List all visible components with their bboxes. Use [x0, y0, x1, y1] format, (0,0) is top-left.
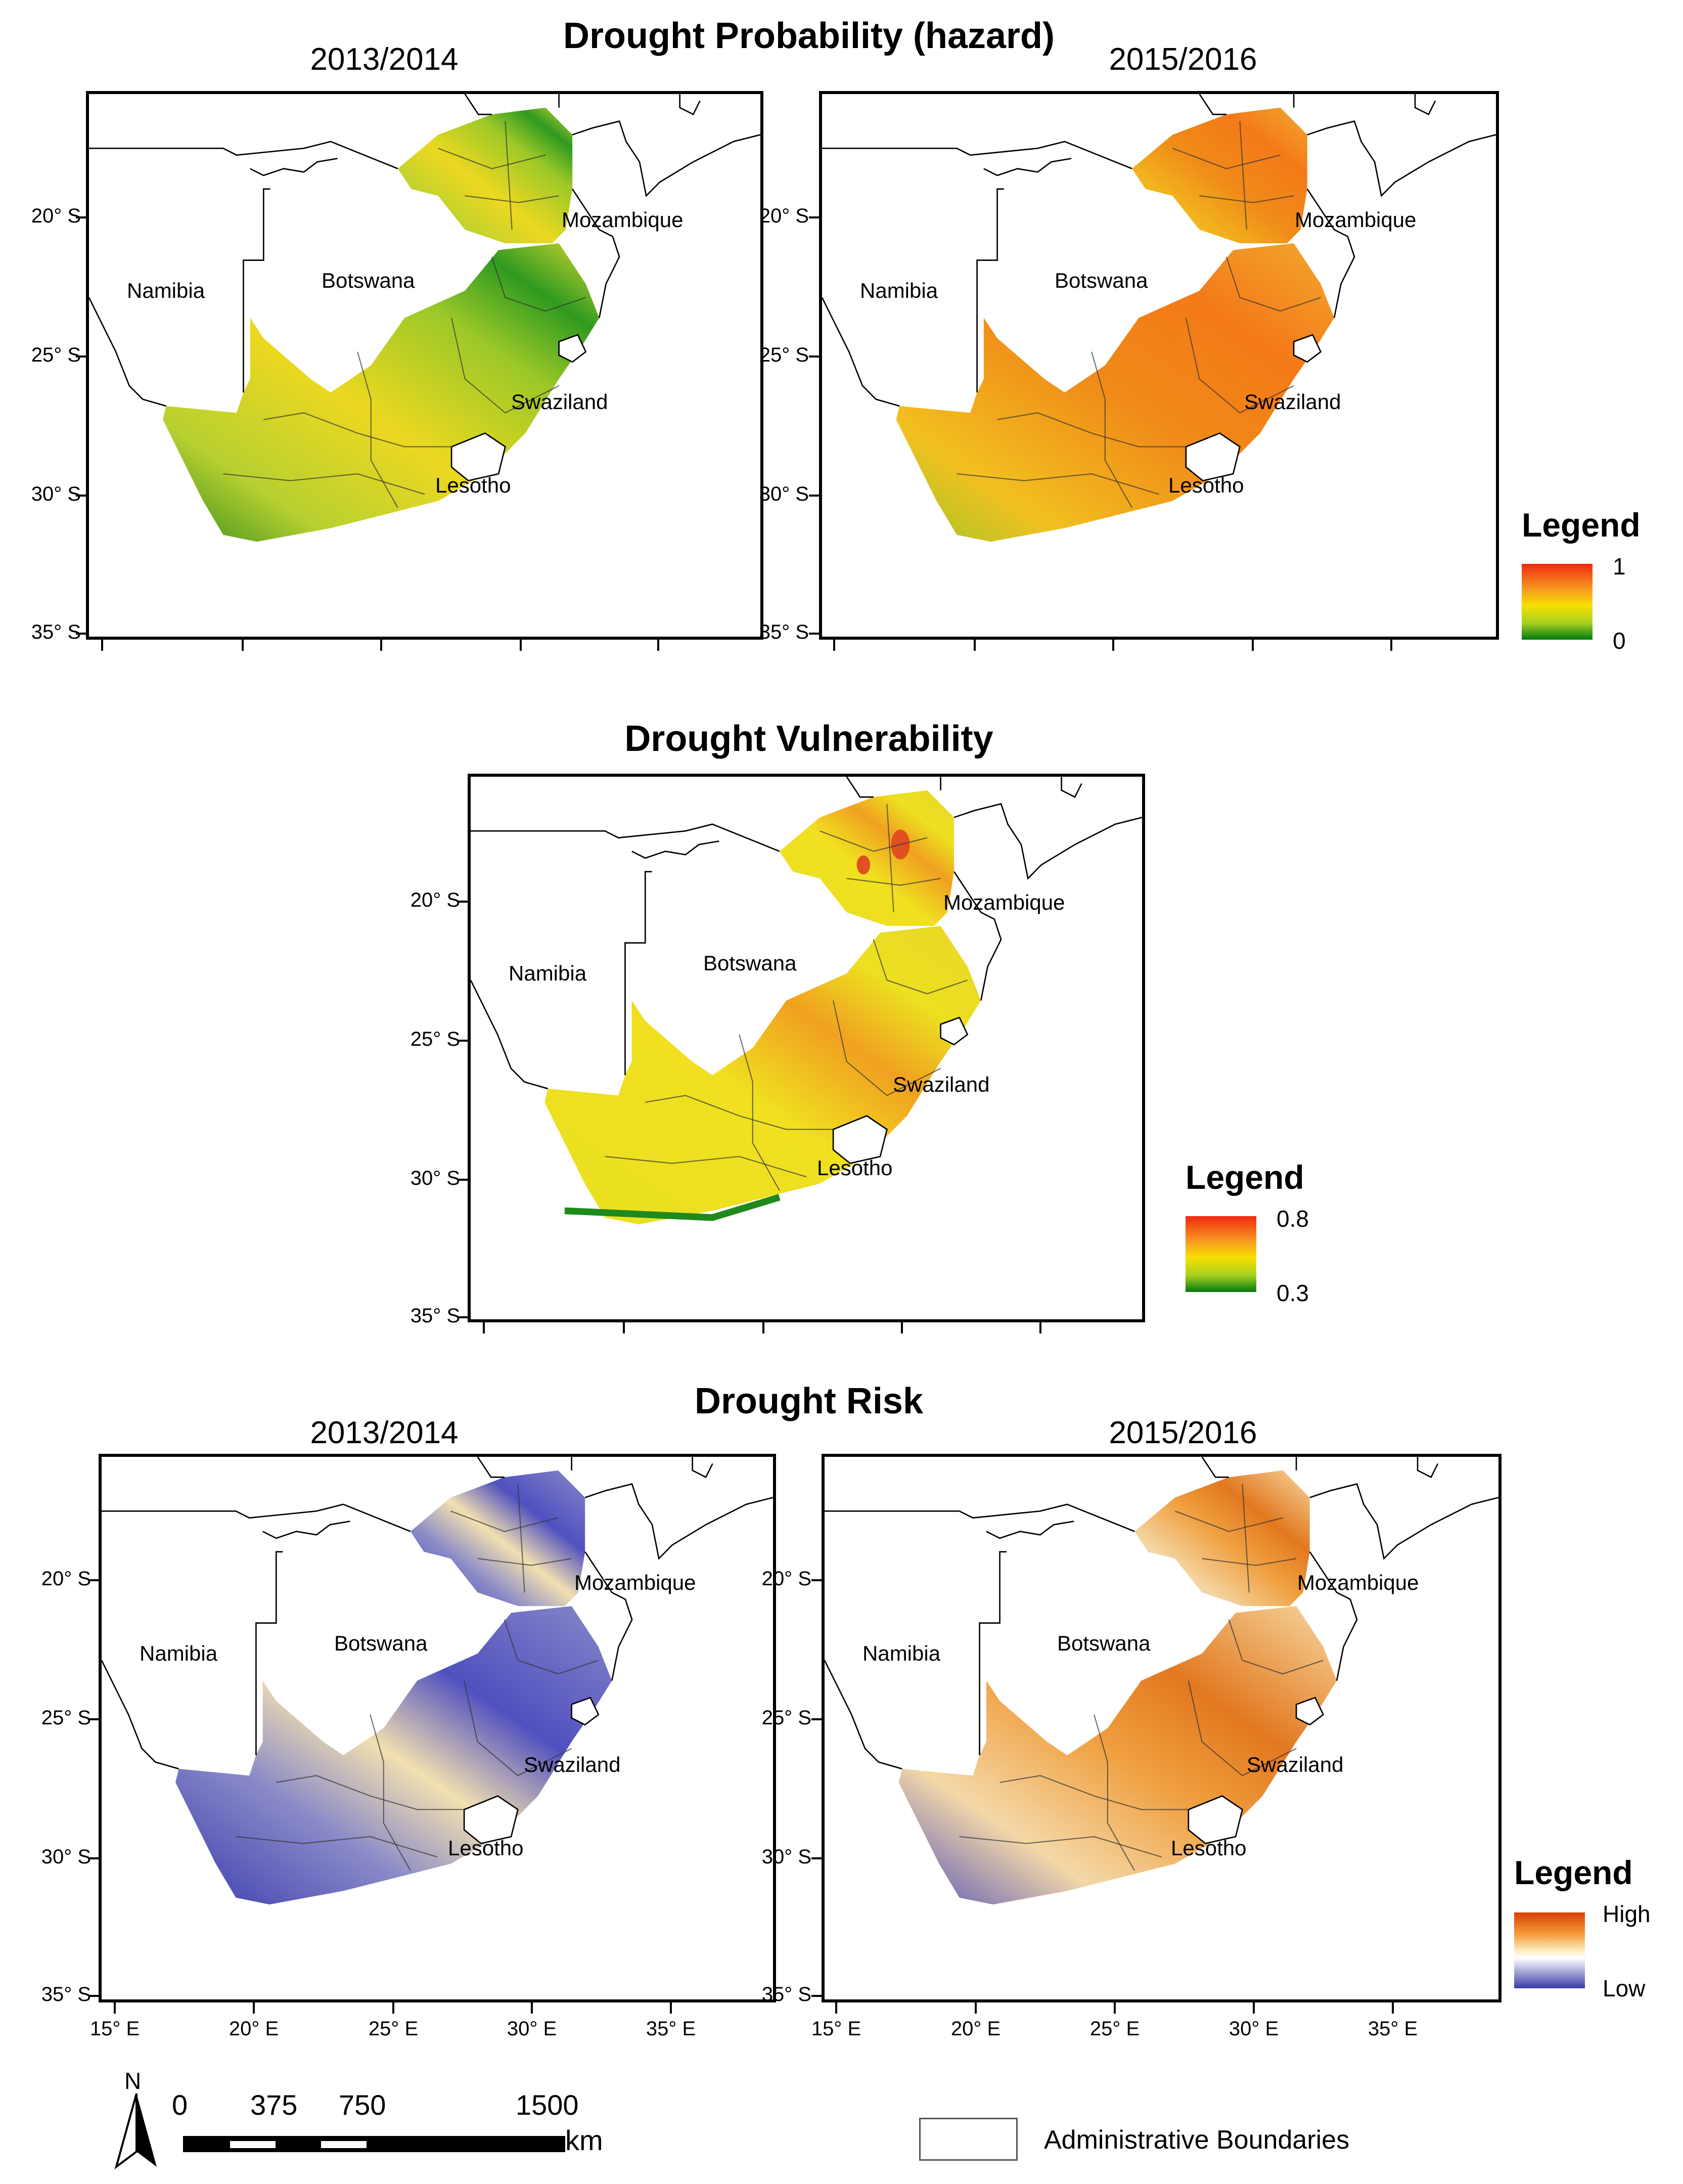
north-arrow-icon [114, 2093, 157, 2169]
lat-label: 30° S [41, 1846, 91, 1868]
hazard-legend-title: Legend [1522, 506, 1641, 544]
risk-map-2013-2014: Namibia Botswana Mozambique Swaziland Le… [99, 1454, 776, 2002]
lon-label: 15° E [811, 2018, 861, 2040]
risk-panel-title-2: 2015/2016 [1109, 1415, 1257, 1450]
lat-label: 20° S [31, 205, 81, 227]
lat-label: 35° S [410, 1305, 460, 1327]
label-swaziland: Swaziland [893, 1073, 990, 1096]
lat-label: 35° S [761, 1983, 811, 2005]
hazard-panel-title-1: 2013/2014 [310, 42, 459, 77]
risk-legend-min: Low [1603, 1975, 1646, 2001]
lat-label: 35° S [759, 621, 809, 643]
hazard-section-title: Drought Probability (hazard) [563, 16, 1055, 56]
lon-label: 35° E [1368, 2018, 1418, 2040]
vulnerability-legend-min: 0.3 [1277, 1280, 1309, 1306]
risk-legend-title: Legend [1514, 1854, 1633, 1891]
vulnerability-map: Namibia Botswana Mozambique Swaziland Le… [468, 774, 1145, 1322]
lat-label: 25° S [410, 1028, 460, 1050]
admin-boundary-swatch [919, 2118, 1018, 2161]
lat-label: 25° S [759, 344, 809, 366]
lat-label: 20° S [761, 1568, 811, 1590]
risk-panel-title-1: 2013/2014 [310, 1415, 459, 1450]
vulnerability-section-title: Drought Vulnerability [624, 719, 993, 759]
lon-label: 25° E [368, 2018, 419, 2040]
label-botswana: Botswana [334, 1631, 428, 1655]
lat-label: 20° S [410, 889, 460, 911]
lat-label: 30° S [31, 483, 81, 505]
lat-label: 35° S [41, 1983, 91, 2005]
lat-label: 20° S [41, 1568, 91, 1590]
lat-label: 30° S [759, 483, 809, 505]
lon-label: 20° E [950, 2018, 1001, 2040]
vulnerability-legend-max: 0.8 [1277, 1206, 1309, 1232]
label-mozambique: Mozambique [562, 208, 684, 232]
scale-mark-375: 375 [250, 2089, 298, 2121]
label-namibia: Namibia [860, 279, 938, 302]
label-botswana: Botswana [703, 951, 797, 975]
label-lesotho: Lesotho [817, 1156, 893, 1180]
lat-label: 30° S [410, 1167, 460, 1189]
lat-label: 35° S [31, 621, 81, 643]
lat-label: 20° S [759, 205, 809, 227]
label-mozambique: Mozambique [1297, 1571, 1419, 1594]
label-mozambique: Mozambique [1295, 208, 1417, 232]
label-lesotho: Lesotho [435, 473, 511, 497]
scale-mark-0: 0 [172, 2089, 188, 2121]
lon-label: 25° E [1089, 2018, 1140, 2040]
label-botswana: Botswana [1057, 1631, 1151, 1655]
label-mozambique: Mozambique [574, 1571, 696, 1594]
lat-label: 25° S [761, 1707, 811, 1729]
label-botswana: Botswana [322, 269, 415, 292]
lon-label: 20° E [229, 2018, 279, 2040]
lat-label: 30° S [761, 1846, 811, 1868]
lon-label: 35° E [646, 2018, 696, 2040]
scale-unit: km [565, 2124, 603, 2156]
hazard-panel-title-2: 2015/2016 [1109, 42, 1257, 77]
scale-mark-750: 750 [339, 2089, 386, 2121]
label-botswana: Botswana [1055, 269, 1148, 292]
label-mozambique: Mozambique [943, 890, 1065, 914]
lat-label: 25° S [41, 1707, 91, 1729]
hazard-map-2013-2014: Namibia Botswana Mozambique Swaziland Le… [86, 91, 763, 640]
label-namibia: Namibia [127, 279, 205, 302]
label-swaziland: Swaziland [1244, 390, 1341, 414]
lon-label: 30° E [1229, 2018, 1279, 2040]
vulnerability-legend-title: Legend [1186, 1158, 1304, 1196]
hazard-legend-bar [1522, 564, 1593, 640]
hazard-legend-min: 0 [1613, 628, 1626, 654]
risk-legend-max: High [1603, 1901, 1651, 1927]
hazard-map-2015-2016: Namibia Botswana Mozambique Swaziland Le… [819, 91, 1499, 640]
label-namibia: Namibia [509, 961, 587, 985]
lon-label: 30° E [507, 2018, 557, 2040]
scale-bar [183, 2136, 565, 2152]
lat-label: 25° S [31, 344, 81, 366]
label-namibia: Namibia [140, 1641, 218, 1665]
scale-mark-1500: 1500 [516, 2089, 579, 2121]
label-namibia: Namibia [862, 1641, 941, 1665]
label-swaziland: Swaziland [1247, 1753, 1344, 1776]
label-lesotho: Lesotho [1171, 1836, 1247, 1860]
hazard-legend-max: 1 [1613, 553, 1626, 580]
vulnerability-legend-bar [1186, 1216, 1256, 1292]
risk-legend-bar [1514, 1912, 1585, 1988]
label-swaziland: Swaziland [524, 1753, 621, 1776]
risk-section-title: Drought Risk [694, 1381, 923, 1421]
label-swaziland: Swaziland [511, 390, 608, 414]
north-arrow-label: N [124, 2068, 142, 2094]
label-lesotho: Lesotho [448, 1836, 524, 1860]
risk-map-2015-2016: Namibia Botswana Mozambique Swaziland Le… [822, 1454, 1502, 2002]
label-lesotho: Lesotho [1168, 473, 1244, 497]
lon-label: 15° E [89, 2018, 140, 2040]
admin-boundary-label: Administrative Boundaries [1044, 2125, 1350, 2155]
